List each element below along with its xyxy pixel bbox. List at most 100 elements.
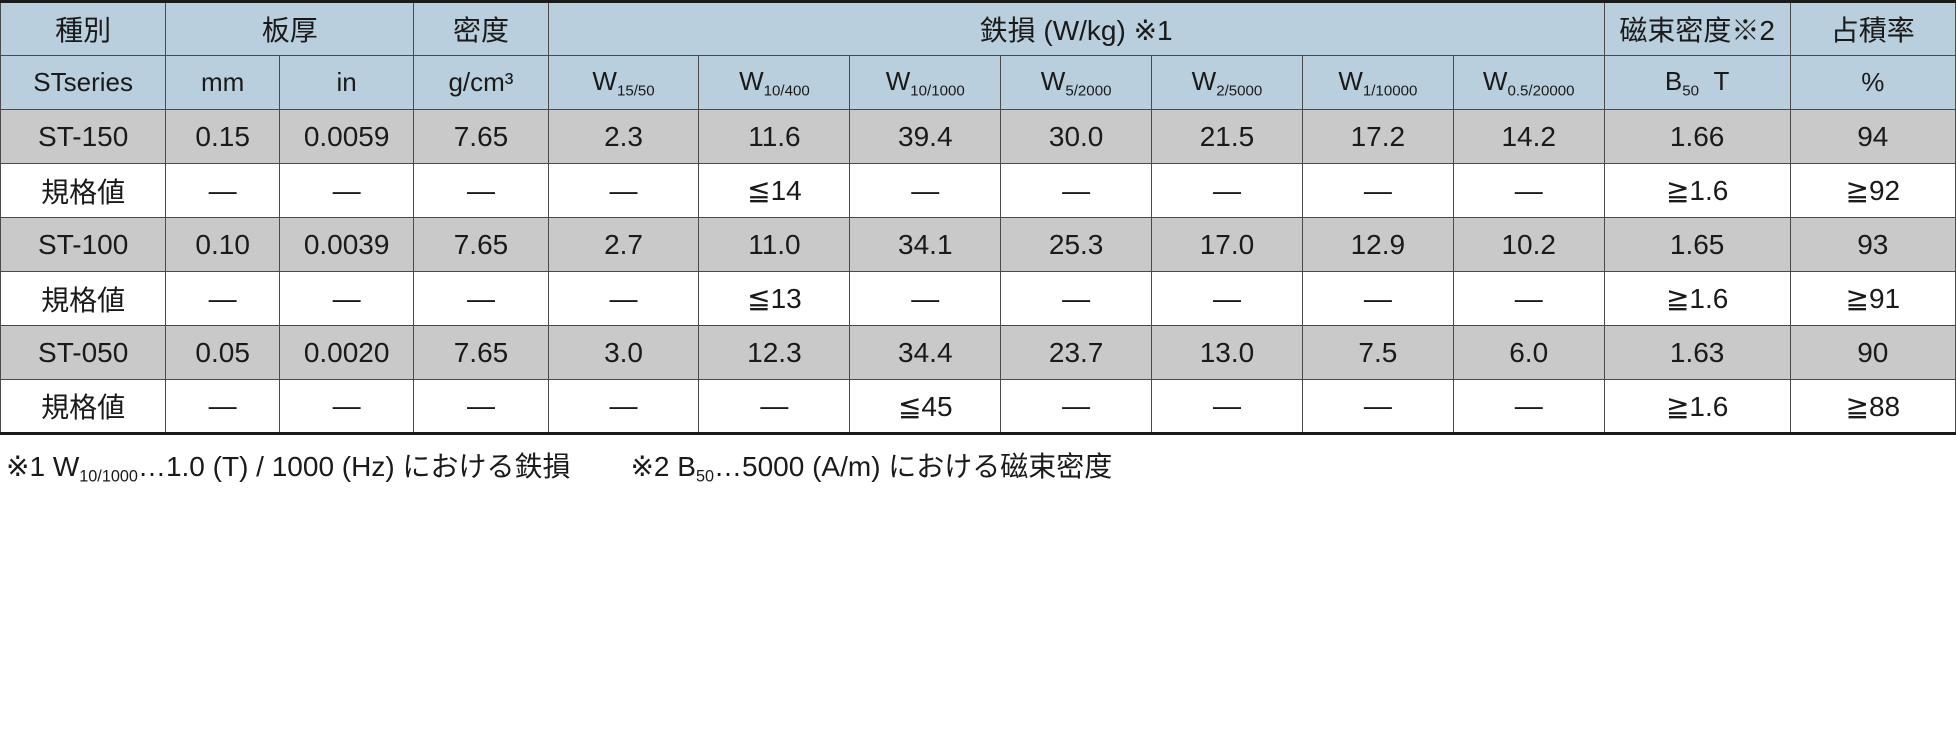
cell-r4-c6: 34.4 bbox=[850, 326, 1001, 380]
cell-r0-c10: 14.2 bbox=[1453, 110, 1604, 164]
cell-r0-c11: 1.66 bbox=[1604, 110, 1790, 164]
cell-r3-c2: — bbox=[279, 272, 413, 326]
hdr-type: 種別 bbox=[1, 2, 166, 56]
cell-r1-c8: — bbox=[1152, 164, 1303, 218]
table-body: ST-1500.150.00597.652.311.639.430.021.51… bbox=[1, 110, 1956, 434]
cell-r4-c8: 13.0 bbox=[1152, 326, 1303, 380]
cell-r1-c6: — bbox=[850, 164, 1001, 218]
cell-r2-c1: 0.10 bbox=[166, 218, 280, 272]
cell-r4-c2: 0.0020 bbox=[279, 326, 413, 380]
cell-r4-c12: 90 bbox=[1790, 326, 1955, 380]
table-row: 規格値————≦14—————≧1.6≧92 bbox=[1, 164, 1956, 218]
cell-r5-c6: ≦45 bbox=[850, 380, 1001, 434]
cell-r1-c3: — bbox=[414, 164, 548, 218]
cell-r4-c1: 0.05 bbox=[166, 326, 280, 380]
cell-r1-c9: — bbox=[1302, 164, 1453, 218]
cell-r0-c9: 17.2 bbox=[1302, 110, 1453, 164]
cell-r1-c12: ≧92 bbox=[1790, 164, 1955, 218]
cell-r1-c7: — bbox=[1001, 164, 1152, 218]
cell-r3-c10: — bbox=[1453, 272, 1604, 326]
cell-r0-c12: 94 bbox=[1790, 110, 1955, 164]
cell-r1-c11: ≧1.6 bbox=[1604, 164, 1790, 218]
footnotes: ※1 W10/1000…1.0 (T) / 1000 (Hz) における鉄損 ※… bbox=[0, 435, 1956, 487]
cell-r0-c3: 7.65 bbox=[414, 110, 548, 164]
hdr-w0: W15/50 bbox=[548, 56, 699, 110]
hdr-w6: W0.5/20000 bbox=[1453, 56, 1604, 110]
table-container: 種別 板厚 密度 鉄損 (W/kg) ※1 磁束密度※2 占積率 STserie… bbox=[0, 0, 1956, 487]
hdr-thickness: 板厚 bbox=[166, 2, 414, 56]
spec-table: 種別 板厚 密度 鉄損 (W/kg) ※1 磁束密度※2 占積率 STserie… bbox=[0, 0, 1956, 435]
cell-r2-c8: 17.0 bbox=[1152, 218, 1303, 272]
cell-r5-c4: — bbox=[548, 380, 699, 434]
table-row: ST-0500.050.00207.653.012.334.423.713.07… bbox=[1, 326, 1956, 380]
hdr-density: 密度 bbox=[414, 2, 548, 56]
cell-r1-c10: — bbox=[1453, 164, 1604, 218]
cell-r3-c7: — bbox=[1001, 272, 1152, 326]
cell-r3-c8: — bbox=[1152, 272, 1303, 326]
cell-r4-c10: 6.0 bbox=[1453, 326, 1604, 380]
cell-r4-c5: 12.3 bbox=[699, 326, 850, 380]
cell-r5-c10: — bbox=[1453, 380, 1604, 434]
cell-r5-c8: — bbox=[1152, 380, 1303, 434]
cell-r3-c5: ≦13 bbox=[699, 272, 850, 326]
cell-r2-c11: 1.65 bbox=[1604, 218, 1790, 272]
hdr-flux: 磁束密度※2 bbox=[1604, 2, 1790, 56]
cell-r2-c7: 25.3 bbox=[1001, 218, 1152, 272]
cell-r4-c11: 1.63 bbox=[1604, 326, 1790, 380]
cell-r2-c6: 34.1 bbox=[850, 218, 1001, 272]
cell-r2-c3: 7.65 bbox=[414, 218, 548, 272]
cell-r5-c0: 規格値 bbox=[1, 380, 166, 434]
cell-r5-c5: — bbox=[699, 380, 850, 434]
cell-r0-c2: 0.0059 bbox=[279, 110, 413, 164]
cell-r0-c5: 11.6 bbox=[699, 110, 850, 164]
table-row: ST-1000.100.00397.652.711.034.125.317.01… bbox=[1, 218, 1956, 272]
table-row: ST-1500.150.00597.652.311.639.430.021.51… bbox=[1, 110, 1956, 164]
cell-r2-c5: 11.0 bbox=[699, 218, 850, 272]
cell-r0-c0: ST-150 bbox=[1, 110, 166, 164]
hdr-density-sub: g/cm³ bbox=[414, 56, 548, 110]
cell-r2-c2: 0.0039 bbox=[279, 218, 413, 272]
hdr-in: in bbox=[279, 56, 413, 110]
cell-r0-c6: 39.4 bbox=[850, 110, 1001, 164]
cell-r3-c1: — bbox=[166, 272, 280, 326]
footnote-1: ※1 W10/1000…1.0 (T) / 1000 (Hz) における鉄損 bbox=[6, 445, 570, 487]
cell-r3-c3: — bbox=[414, 272, 548, 326]
cell-r3-c9: — bbox=[1302, 272, 1453, 326]
cell-r1-c0: 規格値 bbox=[1, 164, 166, 218]
table-row: 規格値————≦13—————≧1.6≧91 bbox=[1, 272, 1956, 326]
cell-r2-c9: 12.9 bbox=[1302, 218, 1453, 272]
table-row: 規格値—————≦45————≧1.6≧88 bbox=[1, 380, 1956, 434]
cell-r2-c0: ST-100 bbox=[1, 218, 166, 272]
hdr-flux-sub: B50 T bbox=[1604, 56, 1790, 110]
cell-r0-c7: 30.0 bbox=[1001, 110, 1152, 164]
cell-r0-c1: 0.15 bbox=[166, 110, 280, 164]
cell-r5-c3: — bbox=[414, 380, 548, 434]
cell-r3-c4: — bbox=[548, 272, 699, 326]
cell-r2-c4: 2.7 bbox=[548, 218, 699, 272]
cell-r4-c7: 23.7 bbox=[1001, 326, 1152, 380]
cell-r1-c5: ≦14 bbox=[699, 164, 850, 218]
hdr-w2: W10/1000 bbox=[850, 56, 1001, 110]
cell-r4-c4: 3.0 bbox=[548, 326, 699, 380]
cell-r0-c4: 2.3 bbox=[548, 110, 699, 164]
cell-r5-c2: — bbox=[279, 380, 413, 434]
cell-r1-c1: — bbox=[166, 164, 280, 218]
cell-r5-c12: ≧88 bbox=[1790, 380, 1955, 434]
cell-r2-c12: 93 bbox=[1790, 218, 1955, 272]
cell-r0-c8: 21.5 bbox=[1152, 110, 1303, 164]
cell-r4-c9: 7.5 bbox=[1302, 326, 1453, 380]
cell-r3-c12: ≧91 bbox=[1790, 272, 1955, 326]
cell-r1-c2: — bbox=[279, 164, 413, 218]
table-header: 種別 板厚 密度 鉄損 (W/kg) ※1 磁束密度※2 占積率 STserie… bbox=[1, 2, 1956, 110]
footnote-2: ※2 B50…5000 (A/m) における磁束密度 bbox=[630, 445, 1112, 487]
hdr-type-sub: STseries bbox=[1, 56, 166, 110]
hdr-ironloss: 鉄損 (W/kg) ※1 bbox=[548, 2, 1604, 56]
cell-r5-c7: — bbox=[1001, 380, 1152, 434]
cell-r4-c3: 7.65 bbox=[414, 326, 548, 380]
cell-r5-c1: — bbox=[166, 380, 280, 434]
cell-r5-c9: — bbox=[1302, 380, 1453, 434]
cell-r3-c6: — bbox=[850, 272, 1001, 326]
cell-r5-c11: ≧1.6 bbox=[1604, 380, 1790, 434]
cell-r3-c11: ≧1.6 bbox=[1604, 272, 1790, 326]
hdr-fill: 占積率 bbox=[1790, 2, 1955, 56]
